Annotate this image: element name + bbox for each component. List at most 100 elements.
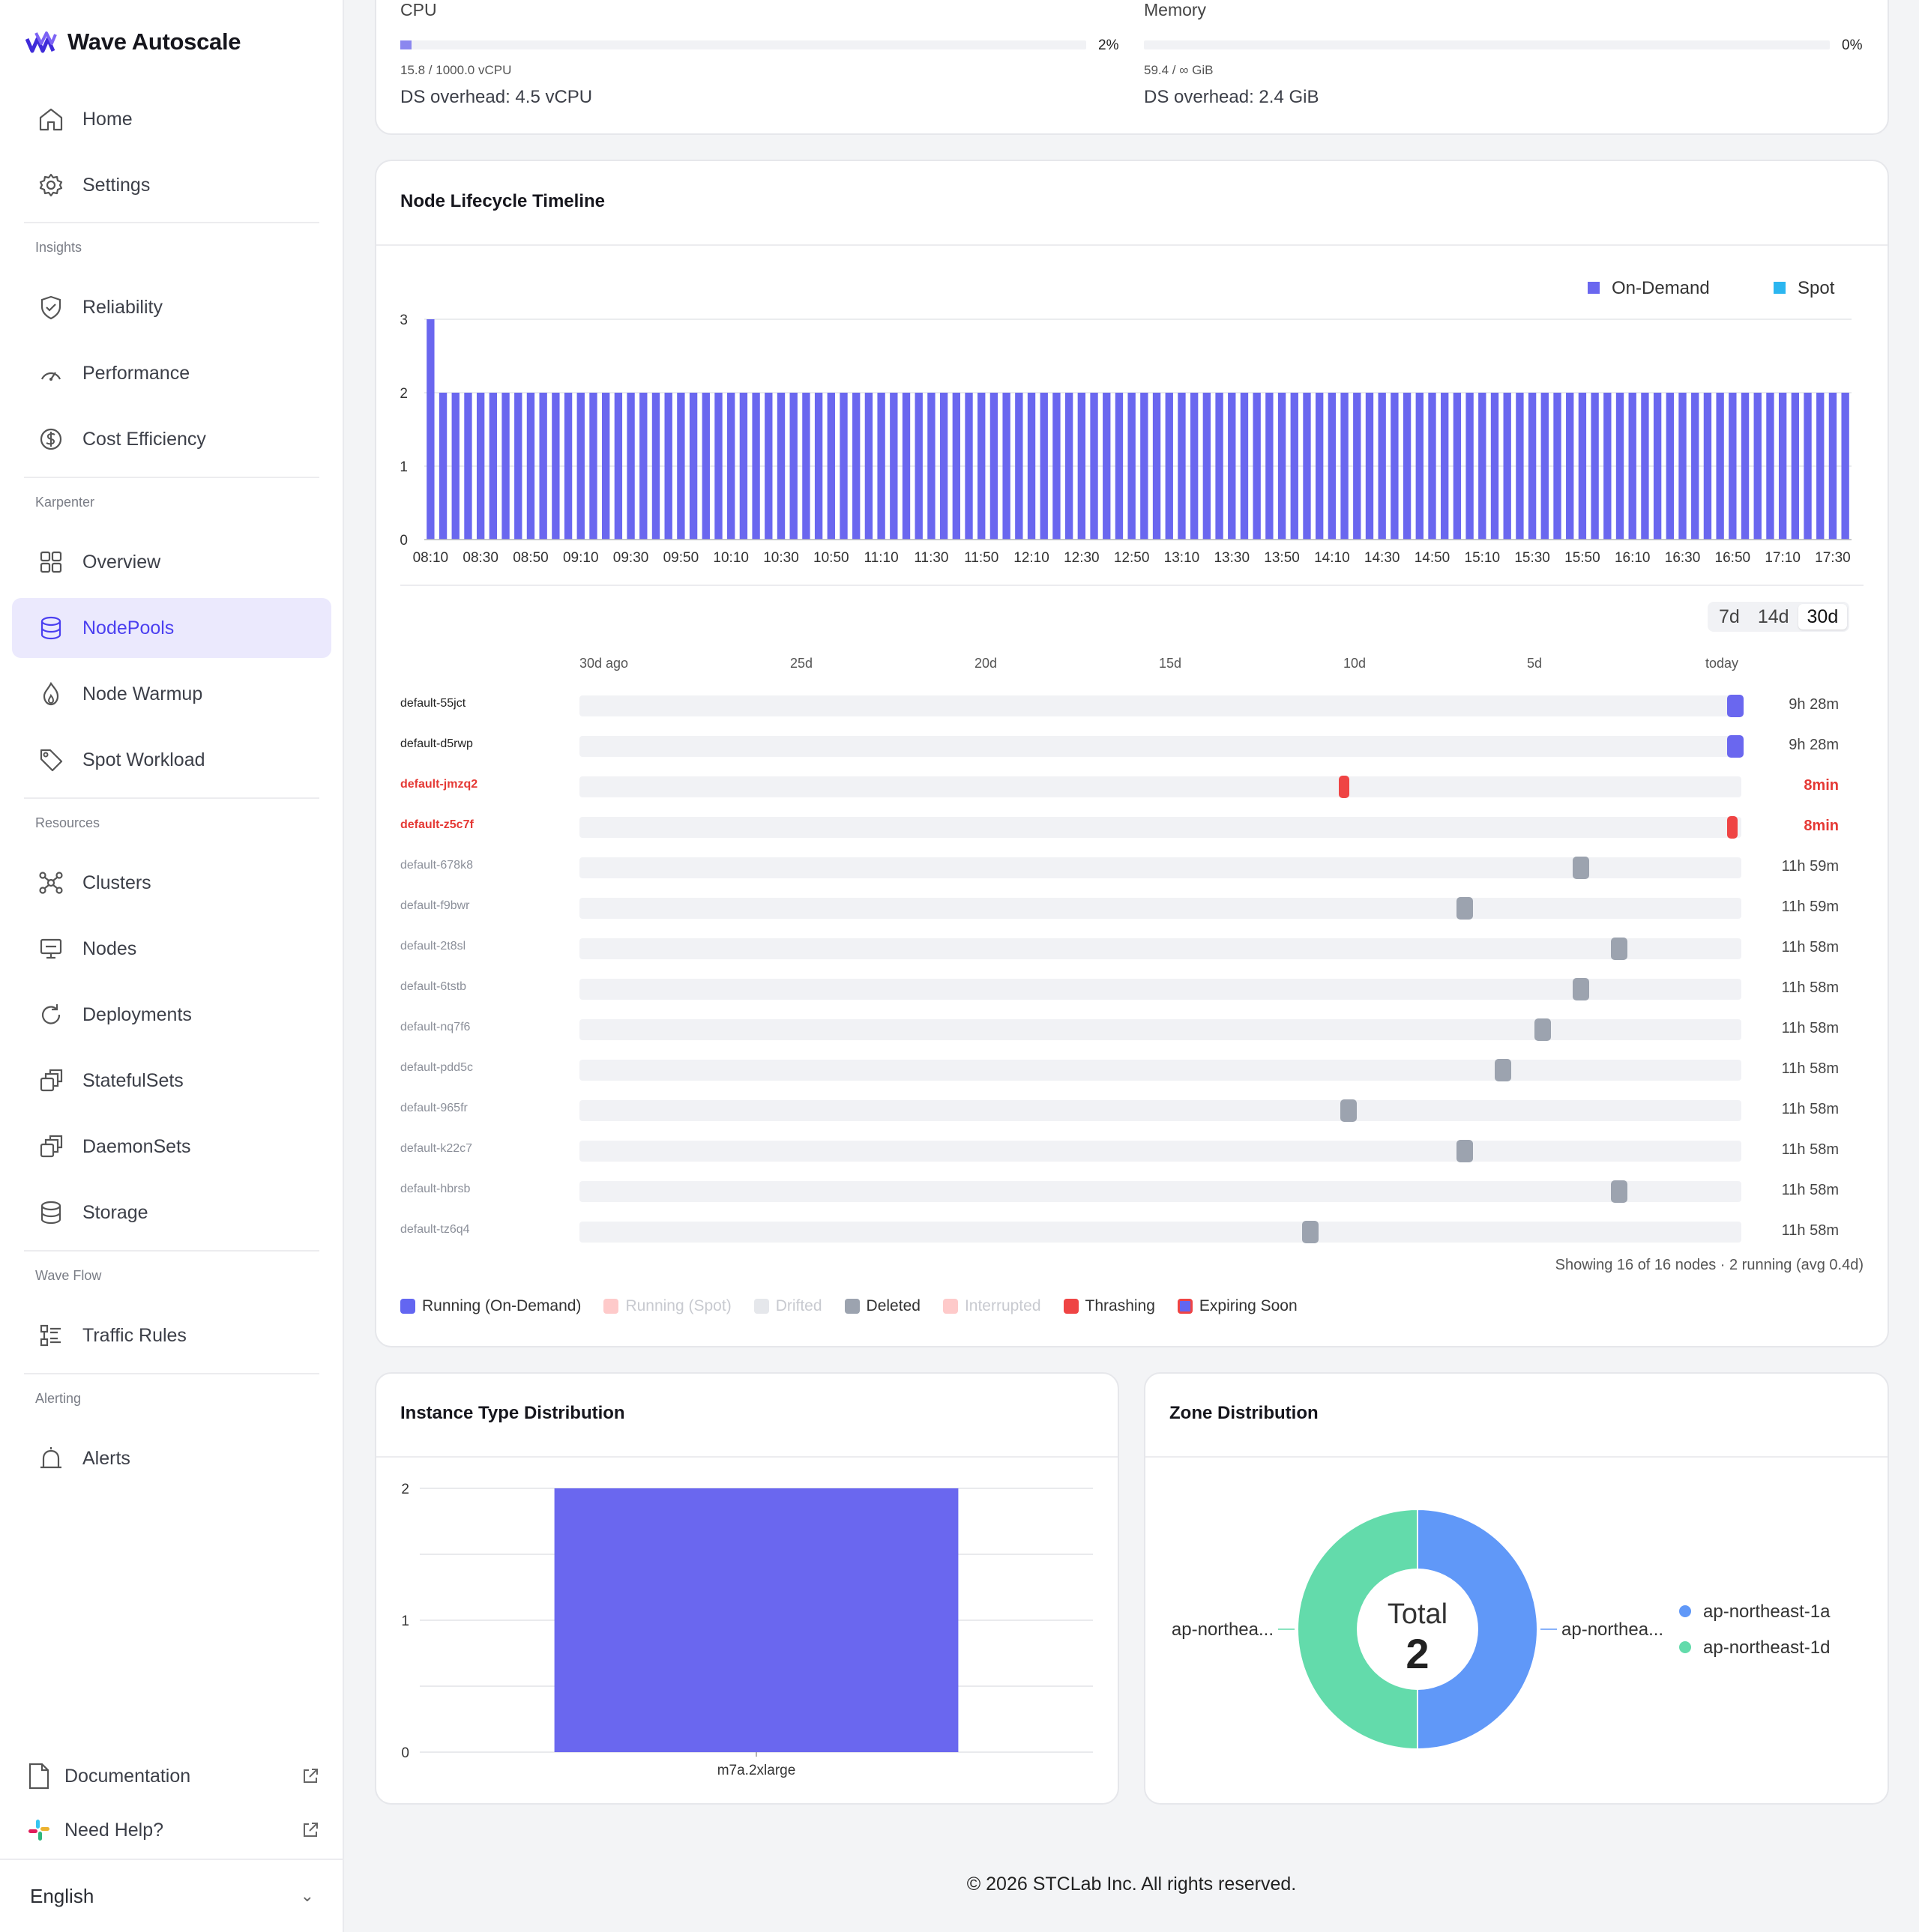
language-select[interactable]: English ⌄	[0, 1859, 344, 1932]
sidebar-item-performance[interactable]: Performance	[12, 343, 331, 403]
bar	[1503, 393, 1511, 540]
timeline-node-name[interactable]: default-d5rwp	[400, 737, 473, 750]
sidebar-item-nodepools[interactable]: NodePools	[12, 598, 331, 658]
timeline-marker-deleted[interactable]	[1573, 978, 1590, 1000]
timeline-marker-deleted[interactable]	[1611, 1180, 1628, 1203]
timeline-marker-deleted[interactable]	[1534, 1018, 1551, 1041]
sidebar-item-clusters[interactable]: Clusters	[12, 853, 331, 913]
range-button-14d[interactable]: 14d	[1757, 606, 1789, 627]
bar	[765, 393, 773, 540]
divider	[1145, 1456, 1888, 1458]
timeline-node-name[interactable]: default-k22c7	[400, 1142, 473, 1155]
documentation-label: Documentation	[64, 1765, 191, 1787]
x-tick-label: 10:30	[763, 550, 799, 566]
y-tick-label: 2	[401, 1482, 409, 1497]
sidebar-item-overview[interactable]: Overview	[12, 532, 331, 592]
timeline-marker-running[interactable]	[1727, 695, 1744, 717]
sidebar-item-alerts[interactable]: Alerts	[12, 1428, 331, 1488]
x-tick-label: m7a.2xlarge	[717, 1763, 796, 1778]
card-title: Instance Type Distribution	[400, 1403, 625, 1423]
bar	[1140, 393, 1148, 540]
timeline-node-name[interactable]: default-hbrsb	[400, 1183, 471, 1195]
sidebar-item-home[interactable]: Home	[12, 89, 331, 149]
sidebar-item-reliability[interactable]: Reliability	[12, 277, 331, 337]
need-help-link[interactable]: Need Help?	[27, 1811, 319, 1849]
timeline-node-name[interactable]: default-965fr	[400, 1102, 468, 1114]
timeline-node-name[interactable]: default-z5c7f	[400, 818, 474, 831]
bar	[1615, 393, 1624, 540]
timeline-marker-deleted[interactable]	[1340, 1099, 1358, 1122]
sidebar-item-daemonsets[interactable]: DaemonSets	[12, 1117, 331, 1177]
bar	[1553, 393, 1561, 540]
sidebar-item-deployments[interactable]: Deployments	[12, 985, 331, 1045]
app-logo[interactable]: Wave Autoscale	[25, 25, 241, 58]
timeline-track	[579, 857, 1741, 879]
timeline-duration: 11h 58m	[1781, 1141, 1839, 1158]
bar	[814, 393, 823, 540]
bar	[777, 393, 786, 540]
y-tick-label: 0	[400, 533, 408, 549]
bar	[1691, 393, 1699, 540]
timeline-marker-thrashing[interactable]	[1726, 816, 1738, 839]
legend-label-ap-northeast-1d[interactable]: ap-northeast-1d	[1703, 1637, 1830, 1658]
timeline-marker-deleted[interactable]	[1456, 1140, 1474, 1162]
legend-swatch	[753, 1299, 769, 1314]
copyright-footer: © 2026 STCLab Inc. All rights reserved.	[966, 1874, 1297, 1895]
timeline-duration: 11h 58m	[1781, 939, 1839, 956]
timeline-marker-deleted[interactable]	[1301, 1221, 1319, 1243]
sidebar-item-label: StatefulSets	[82, 1069, 184, 1091]
sidebar-item-nodes[interactable]: Nodes	[12, 919, 331, 979]
timeline-node-name[interactable]: default-tz6q4	[400, 1223, 470, 1236]
timeline-node-name[interactable]: default-nq7f6	[400, 1021, 471, 1033]
shield-check-icon	[40, 295, 61, 320]
timeline-marker-deleted[interactable]	[1495, 1059, 1512, 1081]
documentation-link[interactable]: Documentation	[27, 1757, 319, 1795]
sidebar-divider	[24, 222, 319, 223]
donut-slice-ap-northeast-1a[interactable]	[1417, 1508, 1538, 1751]
resource-usage-card: CPU 2% 15.8 / 1000.0 vCPU DS overhead: 4…	[375, 0, 1889, 135]
range-button-30d[interactable]: 30d	[1798, 604, 1848, 630]
bar	[439, 393, 448, 540]
timeline-marker-deleted[interactable]	[1456, 897, 1474, 920]
donut-center-value: 2	[1406, 1630, 1429, 1677]
donut-slice-ap-northeast-1d[interactable]	[1297, 1508, 1418, 1751]
sidebar-item-spot-workload[interactable]: Spot Workload	[12, 730, 331, 790]
timeline-node-name[interactable]: default-f9bwr	[400, 899, 470, 912]
timeline-track	[579, 1018, 1741, 1041]
timeline-node-name[interactable]: default-55jct	[400, 697, 466, 710]
bar	[1528, 393, 1537, 540]
timeline-marker-deleted[interactable]	[1611, 938, 1628, 960]
x-tick-label: 14:10	[1314, 550, 1350, 566]
timeline-duration: 11h 58m	[1781, 1060, 1839, 1077]
sidebar-item-node-warmup[interactable]: Node Warmup	[12, 664, 331, 724]
bar	[589, 393, 597, 540]
timeline-marker-thrashing[interactable]	[1338, 776, 1349, 798]
timeline-node-name[interactable]: default-pdd5c	[400, 1061, 473, 1074]
bar	[1729, 393, 1737, 540]
sidebar-item-settings[interactable]: Settings	[12, 155, 331, 215]
sidebar-item-label: Node Warmup	[82, 683, 203, 704]
sidebar-item-traffic-rules[interactable]: Traffic Rules	[12, 1305, 331, 1365]
timeline-node-name[interactable]: default-678k8	[400, 859, 473, 872]
timeline-node-name[interactable]: default-jmzq2	[400, 778, 478, 791]
range-button-7d[interactable]: 7d	[1719, 606, 1740, 627]
bar	[1478, 393, 1486, 540]
sidebar-item-storage[interactable]: Storage	[12, 1183, 331, 1243]
x-tick-label: 09:10	[563, 550, 599, 566]
bar	[1578, 393, 1587, 540]
bar	[651, 393, 660, 540]
legend-label: Thrashing	[1085, 1297, 1155, 1314]
bar	[714, 393, 723, 540]
timeline-duration: 11h 58m	[1781, 1182, 1839, 1198]
legend-label-ap-northeast-1a[interactable]: ap-northeast-1a	[1703, 1602, 1831, 1622]
timeline-marker-deleted[interactable]	[1573, 857, 1590, 879]
cpu-usage-text: 15.8 / 1000.0 vCPU	[400, 63, 512, 77]
timeline-node-name[interactable]: default-2t8sl	[400, 940, 466, 953]
legend-swatch	[1679, 1641, 1691, 1653]
bar	[539, 393, 547, 540]
sidebar-item-cost-efficiency[interactable]: Cost Efficiency	[12, 409, 331, 469]
sidebar-item-statefulsets[interactable]: StatefulSets	[12, 1051, 331, 1111]
timeline-marker-running[interactable]	[1727, 735, 1744, 758]
bar	[1277, 393, 1286, 540]
timeline-node-name[interactable]: default-6tstb	[400, 980, 467, 993]
